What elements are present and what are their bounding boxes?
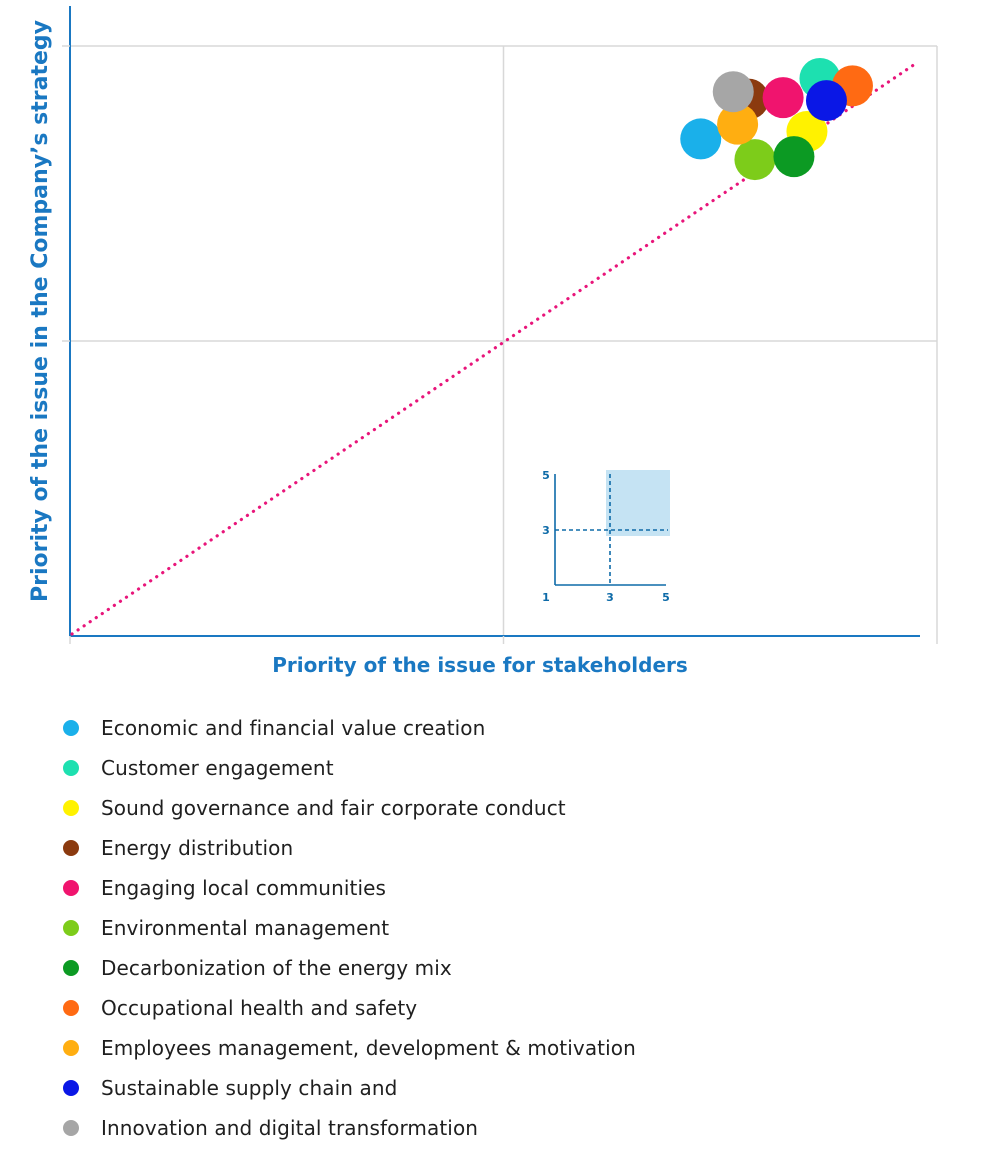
legend-marker xyxy=(63,800,79,816)
legend-label: Decarbonization of the energy mix xyxy=(101,956,452,980)
x-axis-title: Priority of the issue for stakeholders xyxy=(272,653,688,677)
data-point-environmental-management xyxy=(734,139,776,181)
legend-label: Sound governance and fair corporate cond… xyxy=(101,796,566,820)
inset-x-tick-label: 3 xyxy=(606,591,614,604)
legend-marker xyxy=(63,720,79,736)
inset-x-tick-label: 1 xyxy=(542,591,550,604)
points-layer xyxy=(680,57,873,181)
data-point-decarbonization-of-the-energy-mix xyxy=(773,136,815,178)
legend-label: Economic and financial value creation xyxy=(101,716,486,740)
data-point-engaging-local-communities xyxy=(762,77,804,119)
legend-label: Occupational health and safety xyxy=(101,996,418,1020)
data-point-economic-and-financial-value-creation xyxy=(680,118,722,160)
legend-item: Environmental management xyxy=(60,908,636,948)
data-point-innovation-and-digital-transformation xyxy=(712,71,754,113)
legend-item: Innovation and digital transformation xyxy=(60,1108,636,1148)
legend-marker xyxy=(63,880,79,896)
legend-item: Economic and financial value creation xyxy=(60,708,636,748)
y-axis-title: Priority of the issue in the Company’s s… xyxy=(28,20,53,602)
legend-marker xyxy=(63,840,79,856)
inset-highlight-region xyxy=(606,470,670,536)
legend-item: Employees management, development & moti… xyxy=(60,1028,636,1068)
inset-x-tick-label: 5 xyxy=(662,591,670,604)
axis-layer xyxy=(62,6,938,644)
legend-marker xyxy=(63,960,79,976)
legend-marker xyxy=(63,760,79,776)
data-point-employees-management-development-motivation xyxy=(717,103,759,145)
legend-marker xyxy=(63,1120,79,1136)
legend-label: Innovation and digital transformation xyxy=(101,1116,479,1140)
legend-item: Occupational health and safety xyxy=(60,988,636,1028)
grid-layer xyxy=(70,45,938,636)
legend-item: Sound governance and fair corporate cond… xyxy=(60,788,636,828)
legend-item: Energy distribution xyxy=(60,828,636,868)
inset-y-tick-label: 5 xyxy=(542,469,550,482)
legend-label: Customer engagement xyxy=(101,756,334,780)
legend-item: Decarbonization of the energy mix xyxy=(60,948,636,988)
legend-label: Employees management, development & moti… xyxy=(101,1036,636,1060)
legend-marker xyxy=(63,920,79,936)
legend-label: Environmental management xyxy=(101,916,390,940)
reference-line-layer xyxy=(70,60,920,636)
data-point-sustainable-supply-chain-and xyxy=(805,80,847,122)
legend-item: Sustainable supply chain and xyxy=(60,1068,636,1108)
legend-label: Energy distribution xyxy=(101,836,294,860)
legend-label: Engaging local communities xyxy=(101,876,387,900)
legend-marker xyxy=(63,1080,79,1096)
materiality-chart: 1 3 5 3 5 Priority of the issue in the Compa… xyxy=(28,6,938,677)
legend: Economic and financial value creation Cus… xyxy=(60,708,636,1148)
inset-chart: 1 3 5 3 5 xyxy=(542,469,670,604)
reference-diagonal-line xyxy=(70,60,920,636)
legend-item: Customer engagement xyxy=(60,748,636,788)
legend-label: Sustainable supply chain and xyxy=(101,1076,398,1100)
legend-marker xyxy=(63,1040,79,1056)
inset-y-tick-label: 3 xyxy=(542,524,550,537)
legend-marker xyxy=(63,1000,79,1016)
legend-item: Engaging local communities xyxy=(60,868,636,908)
